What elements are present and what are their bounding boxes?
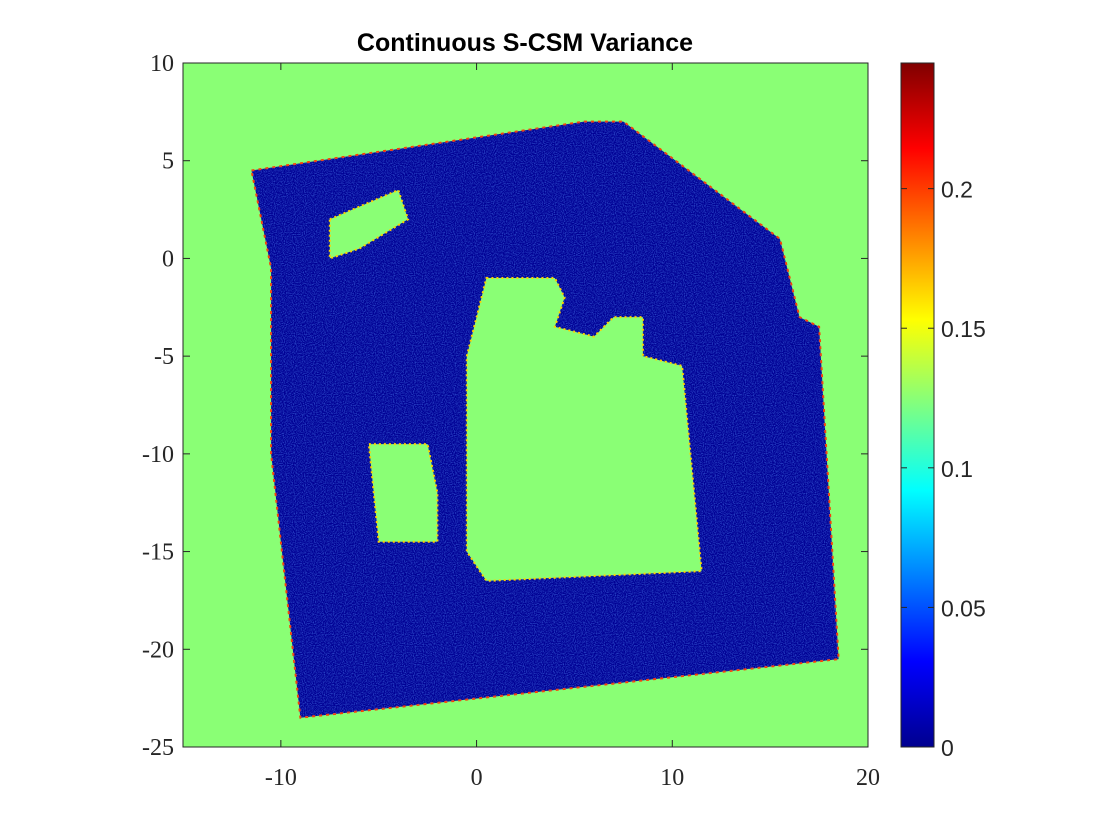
plot-frame: [182, 62, 869, 748]
colorbar-tick-label: 0.05: [941, 595, 986, 621]
free-space-region: [367, 443, 439, 543]
y-tick-label: 10: [150, 51, 174, 77]
free-space-region: [465, 277, 703, 582]
x-tick-label: 0: [471, 765, 483, 791]
colorbar-frame: [900, 62, 935, 748]
colorbar-tick-label: 0.1: [941, 456, 973, 482]
x-tick-label: 20: [856, 765, 880, 791]
x-tick-label: 10: [660, 765, 684, 791]
colorbar: 0 0.05 0.1 0.15 0.2: [900, 62, 986, 761]
y-tick-label: -5: [154, 344, 174, 370]
colorbar-tick-label: 0.2: [941, 177, 973, 203]
plot-area: [182, 62, 869, 748]
x-axis: -10 0 10 20: [265, 63, 880, 791]
colorbar-tick-label: 0.15: [941, 316, 986, 342]
y-axis: 10 5 0 -5 -10 -15 -20 -25: [142, 51, 868, 761]
heatmap-layer: [250, 120, 840, 719]
y-tick-label: 5: [162, 149, 174, 175]
free-space-region: [328, 188, 410, 260]
y-tick-label: -20: [142, 637, 174, 663]
y-tick-label: -15: [142, 540, 174, 566]
x-tick-label: -10: [265, 765, 297, 791]
y-tick-label: 0: [162, 246, 174, 272]
colorbar-ticks: 0 0.05 0.1 0.15 0.2: [901, 177, 986, 761]
y-tick-label: -10: [142, 442, 174, 468]
chart-title: Continuous S-CSM Variance: [357, 29, 693, 57]
colorbar-tick-label: 0: [941, 735, 954, 761]
y-tick-label: -25: [142, 735, 174, 761]
colorbar-gradient: [901, 63, 934, 747]
